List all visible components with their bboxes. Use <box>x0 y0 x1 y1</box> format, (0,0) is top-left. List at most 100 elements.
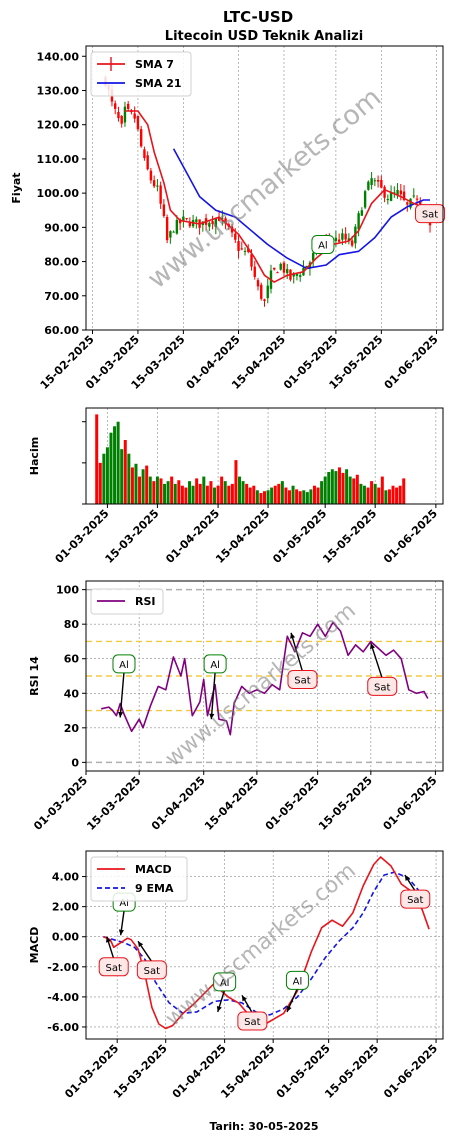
rsi-signal-arrowhead <box>290 632 296 639</box>
price-xtick-label: 01-06-2025 <box>382 333 441 392</box>
volume-bar <box>263 491 266 504</box>
volume-bar <box>166 481 170 504</box>
volume-bar <box>113 426 117 504</box>
rsi-signal-arrow <box>370 642 383 679</box>
macd-signal-arrowhead <box>137 941 144 948</box>
volume-bar <box>170 476 174 504</box>
rsi-signal-box <box>367 676 398 696</box>
volume-frame <box>85 407 444 505</box>
price-candle-body <box>360 210 364 216</box>
price-candle-body <box>256 280 260 287</box>
volume-bar <box>213 487 217 504</box>
price-candle-body <box>266 285 269 299</box>
volume-bar <box>163 483 167 504</box>
macd-signal-arrowhead <box>216 1005 222 1012</box>
price-candle-body <box>175 219 179 234</box>
price-candle-body <box>402 191 406 200</box>
price-candle-body <box>344 233 347 240</box>
macd-signal-arrowhead <box>118 929 124 936</box>
rsi-xtick-label: 01-03-2025 <box>31 774 90 833</box>
macd-signal-label: Al <box>293 976 303 987</box>
macd-xlabel: Tarih: 30-05-2025 <box>209 1120 318 1133</box>
price-signal-label: Sat <box>422 210 438 221</box>
price-ytick-label: 110.00 <box>37 153 80 166</box>
volume-bar <box>259 493 263 504</box>
macd-signal-arrowhead <box>241 995 247 1002</box>
volume-bar <box>102 453 106 504</box>
rsi-legend <box>90 588 164 615</box>
macd-frame <box>85 850 444 1040</box>
rsi-signal-arrowhead <box>118 711 124 718</box>
macd-signal-box <box>213 972 237 992</box>
macd-ema9-line <box>103 871 430 1016</box>
price-candle-body <box>221 217 224 219</box>
price-candle-body <box>260 284 263 299</box>
volume-bar <box>248 487 252 504</box>
volume-bar <box>180 485 184 504</box>
price-candle-body <box>156 185 159 187</box>
rsi-legend-label: RSI <box>135 595 156 608</box>
macd-signal-arrowhead <box>404 875 411 882</box>
macd-signal-box <box>237 1011 268 1031</box>
volume-bar <box>330 469 334 504</box>
volume-bar <box>188 481 192 504</box>
chart-subtitle: Litecoin USD Teknik Analizi <box>165 29 363 44</box>
volume-bar <box>116 421 120 504</box>
price-candle-body <box>224 218 227 224</box>
price-signal-box <box>311 234 335 254</box>
volume-bar <box>266 490 270 504</box>
macd-signal-box <box>400 889 431 909</box>
volume-bar <box>155 476 159 504</box>
volume-bar <box>359 483 363 504</box>
rsi-xtick-label: 01-04-2025 <box>149 774 208 833</box>
rsi-signal-label: Al <box>119 660 129 671</box>
rsi-xtick-label: 01-06-2025 <box>381 774 440 833</box>
price-ytick-label: 100.00 <box>37 187 80 200</box>
macd-legend <box>90 856 188 902</box>
volume-bar <box>295 489 299 504</box>
volume-bar <box>98 462 102 504</box>
price-candle-body <box>282 262 286 273</box>
volume-bar <box>298 491 302 504</box>
price-ytick-label: 60.00 <box>44 324 79 337</box>
macd-signal-box <box>285 970 309 990</box>
volume-bar <box>184 487 188 504</box>
price-candle-body <box>211 221 214 224</box>
macd-legend-label: MACD <box>135 863 172 876</box>
price-candle-body <box>172 231 175 233</box>
volume-bar <box>287 490 291 504</box>
price-candle-body <box>234 233 237 240</box>
volume-bar <box>334 471 338 504</box>
price-candle-body <box>367 181 370 190</box>
volume-bar <box>177 480 181 504</box>
price-legend-label: SMA 21 <box>135 77 182 90</box>
volume-bar <box>95 414 99 504</box>
volume-bar <box>316 487 320 504</box>
macd-ytick-label: 2.00 <box>52 901 79 914</box>
volume-bar <box>173 483 177 504</box>
volume-bar <box>384 490 388 504</box>
rsi-ylabel: RSI 14 <box>28 656 41 696</box>
price-candle-body <box>165 217 169 241</box>
price-candle-body <box>337 239 341 242</box>
price-candle-body <box>399 190 403 195</box>
volume-bar <box>366 487 370 504</box>
macd-signal-box <box>136 960 167 980</box>
volume-bar <box>223 481 227 504</box>
price-candle-body <box>136 116 140 130</box>
volume-bar <box>138 476 142 504</box>
rsi-panel: Al AlSatSatwww.uscmarkets.comRSI01-03-202… <box>28 580 444 833</box>
price-signal-box <box>415 204 446 224</box>
price-ytick-label: 70.00 <box>44 290 79 303</box>
price-legend-label: SMA 7 <box>135 58 174 71</box>
price-candle-body <box>237 241 240 251</box>
macd-signal-label: Al <box>119 898 129 909</box>
macd-ylabel: MACD <box>28 927 41 964</box>
volume-bar <box>337 467 341 504</box>
price-candle-body <box>373 180 377 182</box>
rsi-signal-box <box>287 669 318 689</box>
price-candle-body <box>292 273 295 277</box>
volume-bar <box>202 476 206 504</box>
rsi-xtick-label: 15-05-2025 <box>316 774 375 833</box>
